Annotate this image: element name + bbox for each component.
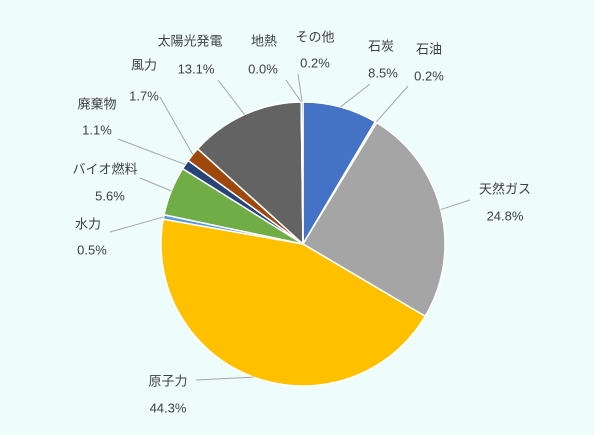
slice-label: 風力 [131,57,157,72]
value-label: 8.5% [368,65,398,80]
value-label: 1.7% [129,88,159,103]
slice-label: 太陽光発電 [157,33,222,48]
slice-label: 石炭 [368,38,394,53]
slice-label: その他 [295,29,334,44]
value-label: 13.1% [178,61,215,76]
value-label: 0.2% [300,55,330,70]
value-label: 44.3% [150,400,187,415]
slice-label: バイオ燃料 [72,161,137,176]
leader-line [109,216,164,233]
slice-label: 地熱 [251,33,277,48]
pie-slice [160,218,427,387]
leader-line [195,376,254,381]
value-label: 24.8% [487,208,524,223]
leader-line [340,83,371,108]
leader-line [117,138,186,166]
leader-line [139,177,172,192]
value-label: 0.5% [77,242,107,257]
leader-line [159,96,194,155]
value-label: 5.6% [95,188,125,203]
leader-line [285,79,302,103]
leader-line [440,199,471,211]
leader-line [297,73,303,103]
slice-label: 原子力 [148,373,187,388]
slice-label: 石油 [416,41,442,56]
pie-slice [301,121,446,318]
value-label: 1.1% [82,122,112,137]
pie-slice [196,101,304,246]
value-label: 0.0% [248,61,278,76]
value-label: 0.2% [414,68,444,83]
slice-label: 天然ガス [479,181,531,196]
slice-label: 水力 [75,216,101,231]
leader-line [375,85,409,123]
leader-line [217,79,245,115]
slice-label: 廃棄物 [77,96,116,111]
